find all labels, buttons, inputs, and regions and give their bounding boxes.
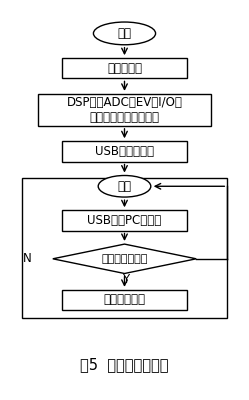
Text: N: N [23,252,32,265]
Text: DSP片上ADC、EV、I/O、
存储等外围设备初始化: DSP片上ADC、EV、I/O、 存储等外围设备初始化 [66,96,183,124]
Bar [62,290,187,310]
Text: 循环: 循环 [118,180,131,193]
Text: USB接收PC机数据: USB接收PC机数据 [87,214,162,227]
Text: 命令处理过程: 命令处理过程 [104,294,145,306]
Text: Y: Y [122,273,129,286]
Ellipse shape [93,22,156,45]
Polygon shape [53,244,196,274]
Text: USB芯片初始化: USB芯片初始化 [95,145,154,158]
Bar [62,210,187,230]
Text: 图5  系统主程序流程: 图5 系统主程序流程 [80,357,169,372]
Bar [22,178,227,318]
Bar [62,141,187,162]
Text: 是否系统命令？: 是否系统命令？ [101,254,148,264]
Bar [62,58,187,78]
Bar [38,94,211,126]
Text: 系统初始化: 系统初始化 [107,62,142,75]
Ellipse shape [98,176,151,197]
Text: 开始: 开始 [118,27,131,40]
